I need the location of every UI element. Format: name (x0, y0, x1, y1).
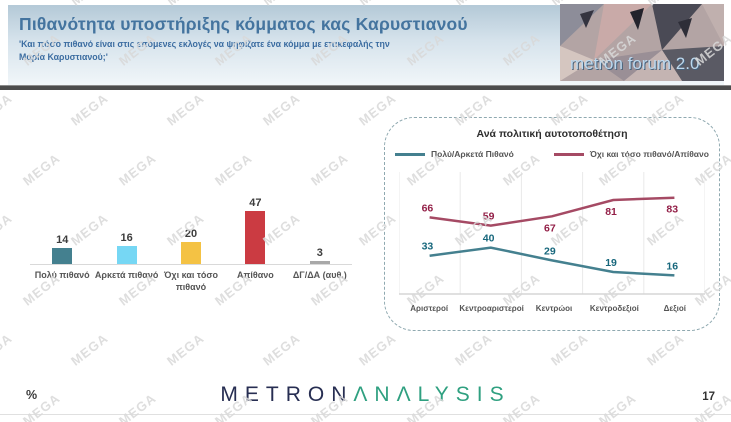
legend-label: Όχι και τόσο πιθανό/Απίθανο (589, 149, 709, 159)
bar-category-label: Όχι και τόσο πιθανό (164, 270, 219, 292)
watermark-text: MEGA (67, 330, 112, 369)
watermark-text: MEGA (0, 330, 16, 369)
mosaic-photo: metron forum 2.0 metron forum 2.0 (560, 4, 724, 81)
line-chart-panel: Ανά πολιτική αυτοτοποθέτηση Πολύ/Αρκετά … (384, 117, 720, 331)
line-category-axis: Αριστεροί Κεντροαριστεροί Κεντρώοι Κεντροδε… (399, 302, 705, 313)
page-number: 17 (702, 391, 715, 403)
line-category-label: Κεντροαριστεροί (459, 304, 524, 313)
watermark-text: MEGA (19, 150, 64, 189)
bar-column: 20 (159, 228, 223, 264)
watermark-text: MEGA (307, 150, 352, 189)
watermark-text: MEGA (67, 90, 112, 129)
data-point-label: 29 (544, 245, 556, 257)
watermark-text: MEGA (163, 330, 208, 369)
bar-column: 16 (94, 232, 158, 264)
watermark-text: MEGA (643, 330, 688, 369)
forum-logo-text-shadow: metron forum 2.0 (571, 55, 700, 74)
forum-logo-text: metron forum 2.0 (570, 54, 699, 73)
bar-value-label: 47 (249, 197, 262, 210)
logo-analysis: ΛNΛLYSIS (353, 383, 511, 406)
logo-metron: METRON (220, 383, 354, 406)
metron-analysis-logo: METRONΛNΛLYSIS (0, 383, 731, 407)
bar-column: 3 (288, 247, 352, 264)
watermark-text: MEGA (355, 90, 400, 129)
data-point-label: 67 (544, 222, 556, 234)
line-category-label: Κεντρώοι (535, 304, 573, 313)
bar (181, 241, 202, 264)
watermark-text: MEGA (451, 330, 496, 369)
data-line (429, 196, 675, 227)
bar-category-axis: Πολύ πιθανό Αρκετά πιθανό Όχι και τόσο πιθ… (30, 265, 352, 293)
data-point-label: 33 (422, 241, 434, 253)
data-point-label: 16 (666, 260, 678, 272)
bar-category-label: ΔΓ/ΔΑ (αυθ.) (292, 270, 347, 280)
legend-item: Όχι και τόσο πιθανό/Απίθανο (553, 148, 709, 160)
watermark-text: MEGA (163, 90, 208, 129)
data-line (429, 246, 675, 277)
watermark-text: MEGA (115, 150, 160, 189)
bar-value-label: 20 (184, 227, 198, 240)
bar-category-label: Πολύ πιθανό (34, 270, 90, 280)
legend-swatch (553, 152, 584, 156)
data-point-label: 59 (483, 211, 495, 223)
bar-value-label: 14 (56, 234, 69, 247)
line-category-label: Κεντροδεξιοί (589, 304, 639, 313)
bar-value-label: 16 (120, 232, 133, 245)
bar-chart: 14 16 20 47 3 Πολύ πιθανό Αρκετά πιθανό Όχι κα… (30, 188, 352, 293)
bar (245, 211, 266, 264)
data-point-label: 83 (666, 204, 678, 216)
watermark-text: MEGA (0, 90, 16, 129)
bar-category-label: Απίθανο (237, 270, 274, 280)
bar (309, 260, 330, 264)
data-point-label: 81 (605, 206, 617, 218)
line-category-label: Αριστεροί (410, 304, 449, 313)
line-category-label: Δεξιοί (663, 304, 687, 313)
data-point-label: 19 (605, 257, 617, 269)
legend-label: Πολύ/Αρκετά Πιθανό (431, 149, 514, 159)
legend-item: Πολύ/Αρκετά Πιθανό (395, 148, 514, 160)
watermark-text: MEGA (355, 330, 400, 369)
bar-plot-area: 14 16 20 47 3 (30, 188, 352, 265)
watermark-text: MEGA (211, 150, 256, 189)
page-subtitle: 'Και πόσο πιθανό είναι στις επόμενες εκλ… (19, 39, 390, 62)
bar-column: 47 (223, 197, 287, 264)
bar-category-label: Αρκετά πιθανό (94, 270, 159, 280)
bar-value-label: 3 (316, 246, 323, 259)
metron-forum-logo: metron forum 2.0 metron forum 2.0 (560, 4, 724, 81)
bottom-edge-rule (0, 414, 731, 415)
data-point-label: 40 (483, 233, 495, 245)
legend: Πολύ/Αρκετά Πιθανό Όχι και τόσο πιθανό/Απ… (385, 148, 719, 160)
panel-title: Ανά πολιτική αυτοτοποθέτηση (476, 128, 628, 140)
bar-column: 14 (30, 234, 94, 264)
watermark-text: MEGA (0, 210, 16, 249)
legend-swatch (395, 152, 426, 156)
watermark-text: MEGA (259, 90, 304, 129)
page-title: Πιθανότητα υποστήριξης κόμματος κας Καρυ… (19, 14, 468, 34)
percent-note: % (26, 388, 38, 402)
data-point-label: 66 (422, 202, 434, 214)
bar (116, 246, 137, 264)
header-divider (0, 85, 731, 90)
watermark-text: MEGA (259, 330, 304, 369)
line-plot-area: 33 40 29 19 16 66 59 67 81 83 (399, 172, 705, 295)
bar (52, 248, 73, 264)
watermark-text: MEGA (547, 330, 592, 369)
